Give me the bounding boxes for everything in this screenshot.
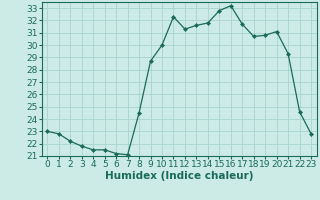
X-axis label: Humidex (Indice chaleur): Humidex (Indice chaleur) xyxy=(105,171,253,181)
